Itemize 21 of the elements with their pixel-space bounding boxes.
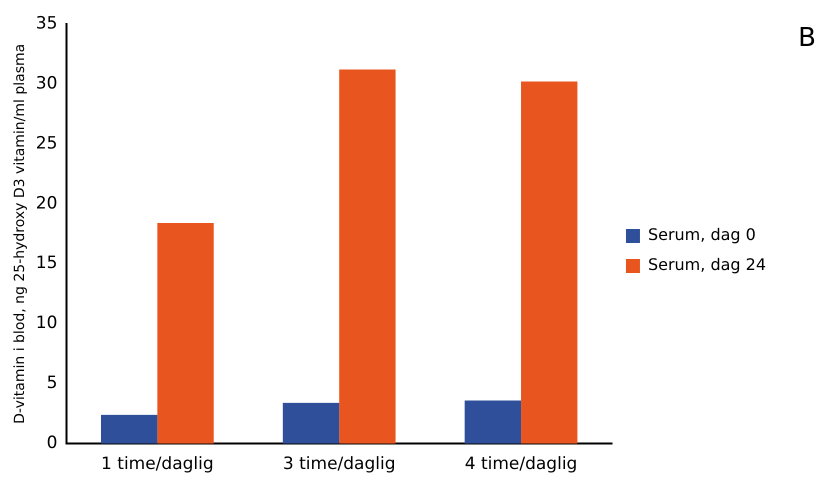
text: B <box>798 22 816 53</box>
y-tick-label: 25 <box>36 133 58 154</box>
legend-label: Serum, dag 24 <box>648 255 766 274</box>
y-axis-title: D-vitamin i blod, ng 25-hydroxy D3 vitamin/ml plasma <box>12 44 28 424</box>
y-tick-label: 35 <box>36 13 58 34</box>
bar <box>339 70 396 444</box>
x-tick-label: 4 time/daglig <box>464 454 578 474</box>
bar <box>464 400 522 444</box>
y-tick-label: 30 <box>36 73 58 94</box>
bar <box>521 82 578 444</box>
x-tick-label: 1 time/daglig <box>101 454 214 474</box>
y-tick-label: 15 <box>36 253 58 274</box>
y-tick-label: 20 <box>36 193 58 214</box>
y-tick-label: 10 <box>36 313 58 334</box>
y-tick-label: 5 <box>46 373 58 394</box>
bar <box>157 223 214 444</box>
x-tick-label: 3 time/daglig <box>282 454 396 474</box>
y-tick-label: 0 <box>46 433 58 454</box>
bar <box>282 402 340 444</box>
legend-label: Serum, dag 0 <box>648 225 756 244</box>
bar <box>100 414 158 444</box>
